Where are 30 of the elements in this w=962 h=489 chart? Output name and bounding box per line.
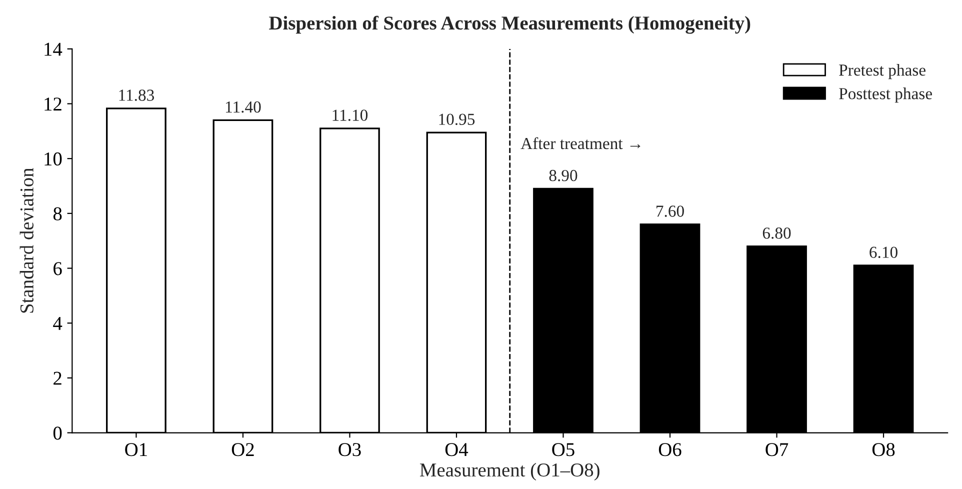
x-tick-label: O4 xyxy=(445,443,468,456)
x-tick-label: O7 xyxy=(766,443,788,456)
y-axis-title: Standard deviation xyxy=(20,168,34,313)
chart-title: Dispersion of Scores Across Measurements (Homogeneity) xyxy=(269,16,750,34)
data-label: 11.40 xyxy=(226,101,261,113)
y-tick-label: 4 xyxy=(53,317,62,330)
legend-label: Posttest phase xyxy=(839,88,932,103)
y-tick-label: 8 xyxy=(53,207,62,220)
x-tick-label: O1 xyxy=(125,443,147,456)
legend-label: Pretest phase xyxy=(839,64,926,80)
y-tick-label: 12 xyxy=(44,98,62,110)
data-label: 6.10 xyxy=(870,246,898,258)
x-tick-label: O2 xyxy=(232,443,254,456)
x-tick-label: O5 xyxy=(552,443,574,456)
data-label: 8.90 xyxy=(549,170,578,182)
y-tick-label: 14 xyxy=(44,42,62,56)
x-tick-label: O3 xyxy=(338,443,361,456)
data-label: 6.80 xyxy=(762,228,791,239)
y-tick-label: 10 xyxy=(44,152,62,166)
data-label: 10.95 xyxy=(439,114,475,126)
annotation: After treatment → xyxy=(520,137,640,150)
y-tick-label: 0 xyxy=(53,426,62,440)
y-tick-label: 6 xyxy=(54,262,62,276)
data-label: 11.83 xyxy=(119,90,154,101)
data-label: 7.60 xyxy=(656,206,684,217)
x-tick-label: O8 xyxy=(872,443,895,456)
x-axis-title: Measurement (O1–O8) xyxy=(420,462,600,481)
y-tick-label: 2 xyxy=(54,372,62,385)
data-label: 11.10 xyxy=(332,110,368,121)
x-tick-label: O6 xyxy=(658,443,682,456)
